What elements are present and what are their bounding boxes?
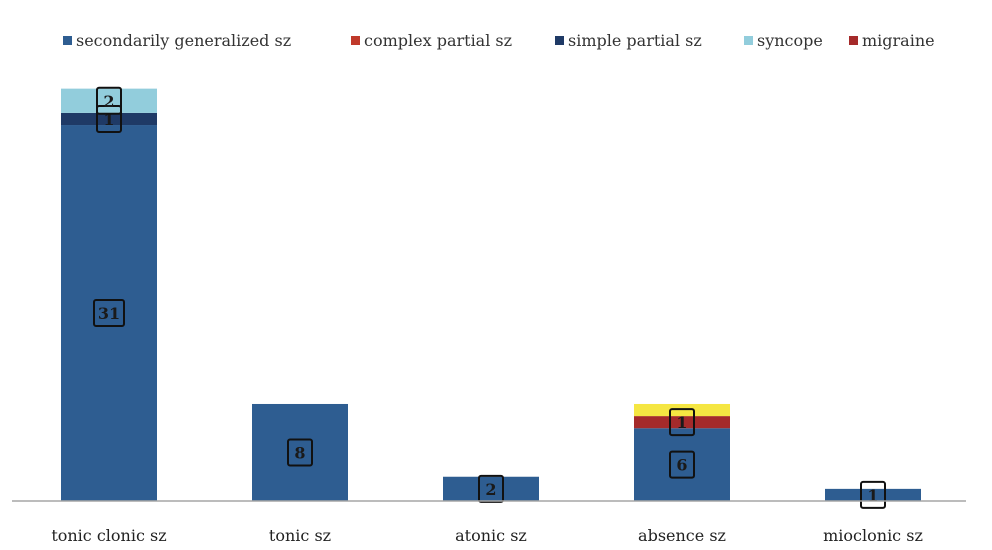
bar-segment-absence-sz-secondarily-generalized-sz: [634, 428, 730, 501]
x-tick-label-atonic-sz: atonic sz: [455, 526, 527, 545]
x-tick-label-tonic-clonic-sz: tonic clonic sz: [51, 526, 166, 545]
x-tick-label-tonic-sz: tonic sz: [269, 526, 331, 545]
legend-label-complex-partial-sz: complex partial sz: [364, 31, 512, 50]
data-label-box-absence-sz-secondarily-generalized-sz: [669, 450, 695, 479]
legend: secondarily generalized sz complex partia…: [63, 31, 935, 50]
legend-swatch-complex-partial-sz: [351, 36, 360, 45]
data-label-box-tonic-sz-secondarily-generalized-sz: [287, 438, 313, 467]
bar-segment-absence-sz-migraine: [634, 416, 730, 429]
data-label-box-tonic-clonic-sz-simple-partial-sz: [96, 104, 122, 133]
legend-label-simple-partial-sz: simple partial sz: [568, 31, 702, 50]
bar-segment-tonic-clonic-sz-syncope: [61, 88, 157, 113]
bar-segment-mioclonic-sz-secondarily-generalized-sz: [825, 488, 921, 501]
data-label-box-atonic-sz-secondarily-generalized-sz: [478, 474, 504, 503]
legend-label-syncope: syncope: [757, 31, 823, 50]
data-label-absence-sz-migraine: 1: [676, 413, 687, 432]
data-label-tonic-clonic-sz-secondarily-generalized-sz: 31: [98, 304, 120, 323]
data-label-tonic-clonic-sz-syncope: 2: [103, 92, 114, 111]
x-tick-label-absence-sz: absence sz: [638, 526, 726, 545]
legend-label-secondarily-generalized-sz: secondarily generalized sz: [76, 31, 291, 50]
data-label-tonic-sz-secondarily-generalized-sz: 8: [294, 443, 305, 462]
bar-segment-tonic-clonic-sz-simple-partial-sz: [61, 112, 157, 126]
legend-swatch-syncope: [744, 36, 753, 45]
data-label-absence-sz-secondarily-generalized-sz: 6: [676, 456, 687, 475]
bar-segment-tonic-clonic-sz-secondarily-generalized-sz: [61, 125, 157, 502]
legend-swatch-secondarily-generalized-sz: [63, 36, 72, 45]
legend-swatch-migraine: [849, 36, 858, 45]
legend-swatch-simple-partial-sz: [555, 36, 564, 45]
data-label-mioclonic-sz-secondarily-generalized-sz: 1: [867, 486, 878, 505]
bars: [61, 88, 921, 502]
x-tick-labels: tonic clonic sz tonic sz atonic sz absence …: [51, 526, 923, 545]
data-label-atonic-sz-secondarily-generalized-sz: 2: [485, 480, 496, 499]
data-label-box-tonic-clonic-sz-syncope: [96, 86, 122, 115]
x-tick-label-mioclonic-sz: mioclonic sz: [823, 526, 923, 545]
data-label-box-absence-sz-migraine: [669, 408, 695, 437]
data-label-tonic-clonic-sz-simple-partial-sz: 1: [103, 110, 114, 129]
data-label-box-tonic-clonic-sz-secondarily-generalized-sz: [93, 299, 125, 328]
bar-segment-atonic-sz-secondarily-generalized-sz: [443, 476, 539, 501]
data-label-box-mioclonic-sz-secondarily-generalized-sz: [860, 480, 886, 509]
legend-label-migraine: migraine: [862, 31, 935, 50]
bar-segment-tonic-sz-secondarily-generalized-sz: [252, 403, 348, 501]
